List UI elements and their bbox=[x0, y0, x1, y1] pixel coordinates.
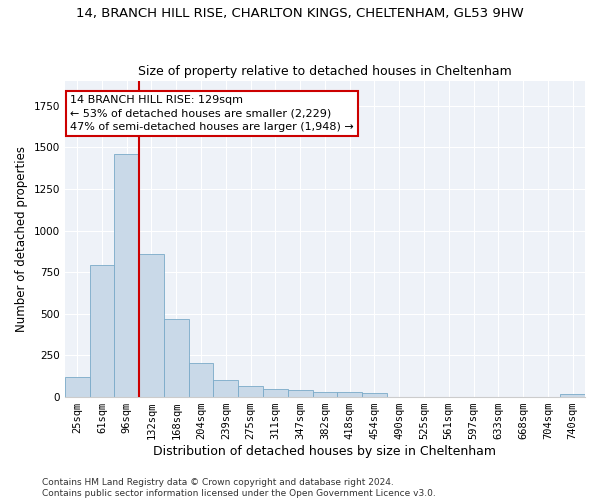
Bar bbox=[263, 389, 288, 396]
Text: 14 BRANCH HILL RISE: 129sqm
← 53% of detached houses are smaller (2,229)
47% of : 14 BRANCH HILL RISE: 129sqm ← 53% of det… bbox=[70, 96, 354, 132]
Bar bbox=[65, 376, 89, 396]
Bar bbox=[362, 394, 387, 396]
X-axis label: Distribution of detached houses by size in Cheltenham: Distribution of detached houses by size … bbox=[154, 444, 496, 458]
Bar bbox=[238, 386, 263, 396]
Bar bbox=[313, 392, 337, 396]
Bar bbox=[214, 380, 238, 396]
Bar bbox=[89, 264, 115, 396]
Bar bbox=[188, 364, 214, 396]
Bar bbox=[115, 154, 139, 396]
Bar bbox=[337, 392, 362, 396]
Y-axis label: Number of detached properties: Number of detached properties bbox=[15, 146, 28, 332]
Bar bbox=[139, 254, 164, 396]
Text: Contains HM Land Registry data © Crown copyright and database right 2024.
Contai: Contains HM Land Registry data © Crown c… bbox=[42, 478, 436, 498]
Bar bbox=[560, 394, 585, 396]
Bar bbox=[288, 390, 313, 396]
Title: Size of property relative to detached houses in Cheltenham: Size of property relative to detached ho… bbox=[138, 66, 512, 78]
Bar bbox=[164, 318, 188, 396]
Text: 14, BRANCH HILL RISE, CHARLTON KINGS, CHELTENHAM, GL53 9HW: 14, BRANCH HILL RISE, CHARLTON KINGS, CH… bbox=[76, 8, 524, 20]
